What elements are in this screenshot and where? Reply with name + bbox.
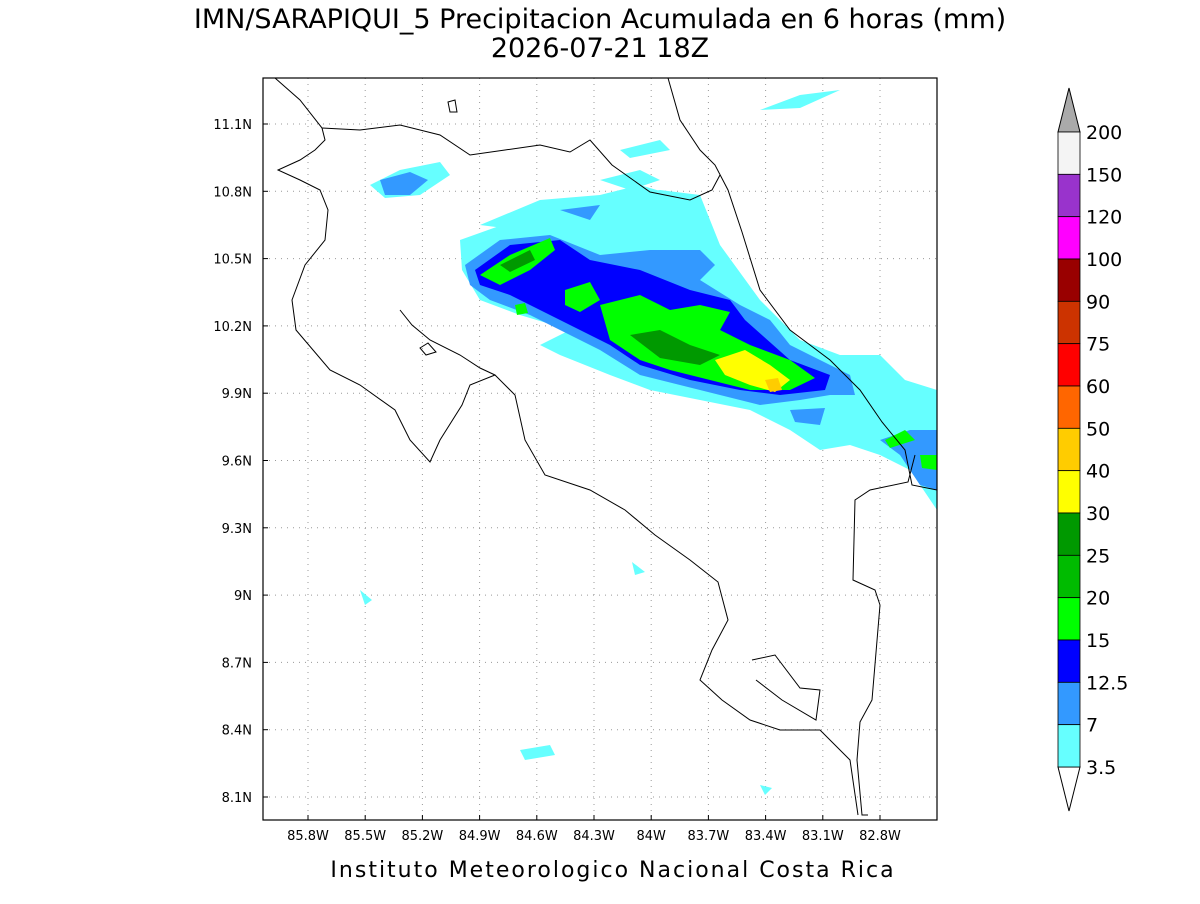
colorbar-box	[1057, 724, 1081, 768]
lat-label: 10.8N	[213, 185, 252, 200]
lon-label: 83.7W	[687, 829, 729, 844]
under-arrow	[1057, 766, 1081, 812]
precipitation	[360, 90, 937, 795]
colorbar-label: 120	[1086, 207, 1122, 229]
grid	[263, 78, 937, 820]
lat-label: 9.9N	[222, 387, 252, 402]
colorbar-box	[1057, 427, 1081, 472]
colorbar-label: 200	[1086, 122, 1122, 144]
lat-label: 10.2N	[213, 320, 252, 335]
lat-label: 11.1N	[213, 118, 252, 133]
colorbar-box	[1057, 173, 1081, 218]
lat-label: 9N	[234, 589, 252, 604]
map-frame	[262, 77, 938, 821]
lat-label: 8.1N	[222, 791, 252, 806]
colorbar: 200 150 120 100 90 75 60 50 40 30 25 20 15 12.5 7 3.5	[1057, 87, 1128, 812]
colorbar-label: 40	[1086, 461, 1110, 483]
lat-label: 10.5N	[213, 253, 252, 268]
lon-label: 84.6W	[516, 829, 558, 844]
lat-label: 9.6N	[222, 455, 252, 470]
subtitle: 2026-07-21 18Z	[491, 33, 709, 64]
colorbar-box	[1057, 554, 1081, 599]
colorbar-box	[1057, 681, 1081, 726]
lon-label: 84.3W	[573, 829, 615, 844]
lat-label: 9.3N	[222, 522, 252, 537]
colorbar-box	[1057, 639, 1081, 683]
colorbar-box	[1057, 258, 1081, 302]
lon-label: 85.2W	[401, 829, 443, 844]
colorbar-label: 20	[1086, 588, 1110, 610]
colorbar-label: 25	[1086, 545, 1110, 567]
colorbar-box	[1057, 385, 1081, 429]
colorbar-box	[1057, 597, 1081, 641]
colorbar-box	[1057, 470, 1081, 514]
lon-label: 83.1W	[802, 829, 844, 844]
lon-label: 83.4W	[745, 829, 787, 844]
lon-label: 82.8W	[859, 829, 901, 844]
lat-label: 8.7N	[222, 656, 252, 671]
colorbar-box	[1057, 343, 1081, 387]
footer: Instituto Meteorologico Nacional Costa R…	[330, 858, 895, 883]
colorbar-label: 90	[1086, 291, 1110, 313]
colorbar-box	[1057, 131, 1081, 175]
colorbar-label: 3.5	[1086, 757, 1116, 779]
colorbar-label: 50	[1086, 418, 1110, 440]
colorbar-label: 30	[1086, 503, 1110, 525]
colorbar-label: 60	[1086, 376, 1110, 398]
lat-label: 8.4N	[222, 724, 252, 739]
lon-label: 84W	[636, 829, 666, 844]
lon-label: 85.8W	[287, 829, 329, 844]
colorbar-box	[1057, 216, 1081, 260]
colorbar-label: 75	[1086, 334, 1110, 356]
coastline	[274, 77, 938, 816]
lon-label: 85.5W	[344, 829, 386, 844]
colorbar-label: 100	[1086, 249, 1122, 271]
title: IMN/SARAPIQUI_5 Precipitacion Acumulada …	[194, 4, 1006, 35]
colorbar-box	[1057, 512, 1081, 556]
lon-label: 84.9W	[459, 829, 501, 844]
colorbar-box	[1057, 300, 1081, 345]
colorbar-label: 7	[1086, 715, 1098, 737]
over-arrow	[1057, 87, 1081, 133]
colorbar-label: 150	[1086, 164, 1122, 186]
colorbar-label: 15	[1086, 630, 1110, 652]
colorbar-label: 12.5	[1086, 672, 1128, 694]
